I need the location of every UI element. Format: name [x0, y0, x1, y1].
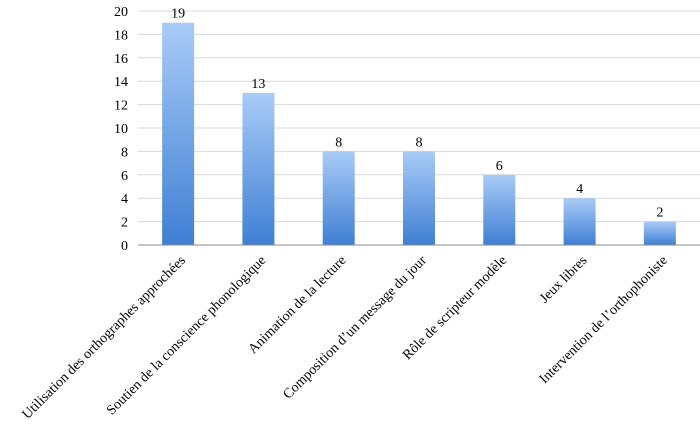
bars [162, 22, 676, 246]
x-category-label: Composition d’un message du jour [281, 253, 430, 402]
bar-value-label: 4 [576, 182, 583, 197]
y-tick-label: 0 [121, 239, 128, 254]
bar [322, 151, 355, 245]
bar [162, 22, 195, 246]
y-tick-label: 6 [121, 169, 128, 184]
bar-value-label: 13 [251, 77, 265, 92]
y-tick-label: 16 [114, 52, 128, 67]
x-axis-category-labels: Utilisation des orthographes approchéesS… [20, 253, 671, 422]
bar-value-label: 8 [416, 135, 423, 150]
y-tick-label: 20 [114, 5, 128, 20]
y-tick-label: 2 [121, 216, 128, 231]
bar [242, 92, 275, 246]
bar-value-label: 6 [496, 159, 503, 174]
y-tick-label: 12 [114, 99, 128, 114]
x-category-label: Soutien de la conscience phonologique [104, 253, 269, 418]
y-tick-label: 14 [114, 75, 128, 90]
y-tick-label: 8 [121, 145, 128, 160]
y-tick-label: 18 [114, 28, 128, 43]
bar [403, 151, 435, 245]
bar-value-label: 19 [171, 7, 185, 22]
bar [563, 198, 596, 245]
bar-value-label: 2 [656, 206, 663, 221]
bar [643, 221, 676, 245]
x-category-label: Jeux libres [537, 253, 590, 306]
bar-value-label: 8 [335, 135, 342, 150]
gridlines [138, 10, 700, 223]
y-tick-label: 10 [114, 122, 128, 137]
data-labels: 19 13 8 8 6 4 2 [171, 7, 663, 221]
x-category-label: Intervention de l’orthophoniste [537, 253, 671, 387]
y-axis-ticks: 0 2 4 6 8 10 12 14 16 18 20 [114, 5, 128, 254]
y-tick-label: 4 [121, 192, 128, 207]
bar [483, 174, 516, 245]
x-category-label: Utilisation des orthographes approchées [20, 253, 189, 422]
